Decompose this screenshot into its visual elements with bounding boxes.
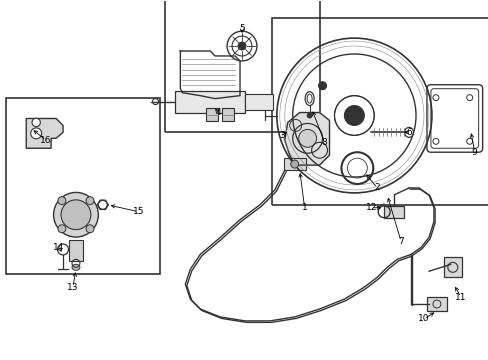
Circle shape xyxy=(344,105,364,125)
Text: 2: 2 xyxy=(374,184,379,193)
Circle shape xyxy=(58,197,66,205)
Circle shape xyxy=(86,197,94,205)
Text: 15: 15 xyxy=(133,207,144,216)
Polygon shape xyxy=(284,113,329,165)
Circle shape xyxy=(290,160,298,168)
Circle shape xyxy=(86,225,94,233)
Bar xyxy=(69,239,83,261)
Circle shape xyxy=(58,225,66,233)
Bar xyxy=(426,297,446,311)
Bar xyxy=(6,98,160,274)
Circle shape xyxy=(238,42,245,50)
Text: 4: 4 xyxy=(215,108,221,117)
Ellipse shape xyxy=(54,192,98,237)
Text: 7: 7 xyxy=(397,237,403,246)
Bar xyxy=(271,18,488,205)
Bar xyxy=(244,94,272,109)
Bar xyxy=(165,0,319,132)
Circle shape xyxy=(318,82,326,90)
Ellipse shape xyxy=(72,264,80,270)
Bar xyxy=(175,91,244,113)
Circle shape xyxy=(31,128,41,139)
Circle shape xyxy=(306,113,311,118)
Text: 10: 10 xyxy=(417,314,429,323)
Text: 3: 3 xyxy=(278,131,284,140)
Bar xyxy=(222,108,234,121)
Polygon shape xyxy=(26,118,63,148)
Text: 16: 16 xyxy=(41,136,52,145)
Bar xyxy=(443,257,461,277)
Bar xyxy=(283,158,305,170)
Circle shape xyxy=(32,118,41,127)
Text: 9: 9 xyxy=(471,148,477,157)
Text: 5: 5 xyxy=(239,24,244,33)
Bar xyxy=(384,206,403,218)
Text: 13: 13 xyxy=(67,283,79,292)
Text: 6: 6 xyxy=(406,128,411,137)
Text: 1: 1 xyxy=(301,203,307,212)
Text: 8: 8 xyxy=(321,138,327,147)
Text: 14: 14 xyxy=(53,243,64,252)
Circle shape xyxy=(298,129,316,147)
Ellipse shape xyxy=(61,200,91,230)
Text: 11: 11 xyxy=(454,293,466,302)
Bar xyxy=(206,108,218,121)
Text: 12: 12 xyxy=(365,203,376,212)
